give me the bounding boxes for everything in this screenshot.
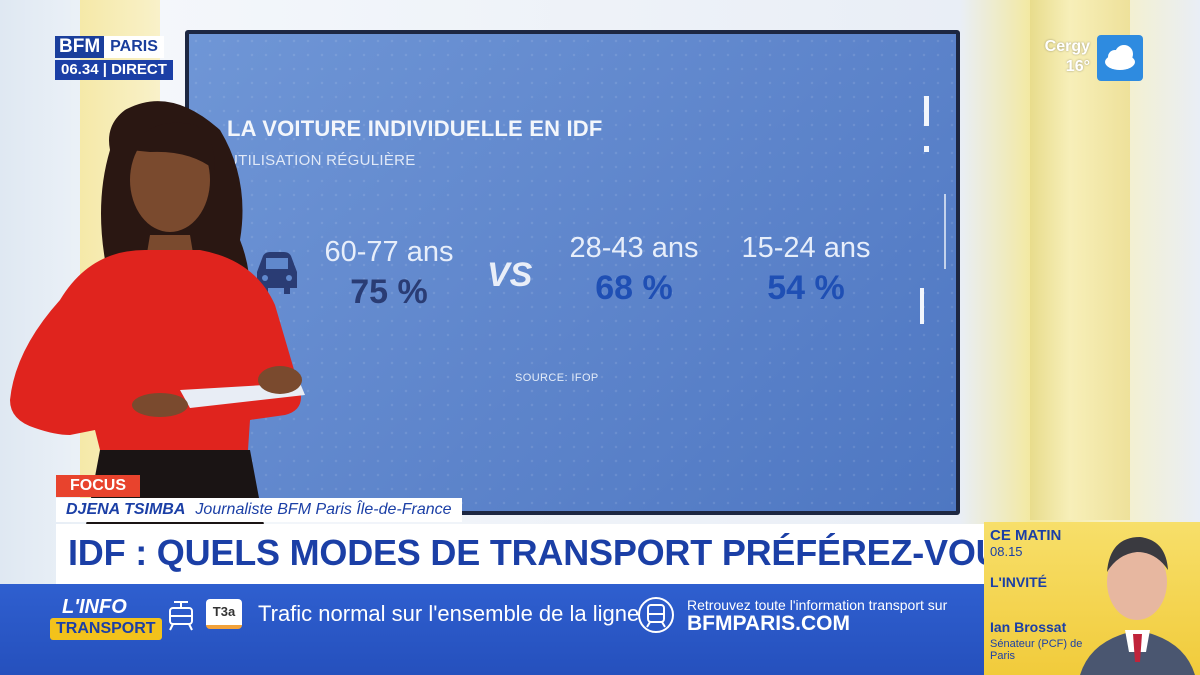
- presenter-role: Journaliste BFM Paris Île-de-France: [195, 501, 452, 518]
- presenter-name-strip: DJENA TSIMBA Journaliste BFM Paris Île-de…: [56, 498, 462, 522]
- ticker-message: Trafic normal sur l'ensemble de la ligne: [258, 601, 640, 626]
- live-label: DIRECT: [111, 61, 167, 78]
- next-show-title: CE MATIN: [990, 527, 1062, 544]
- channel-logo-region: PARIS: [104, 36, 164, 58]
- headline-bar: IDF : QUELS MODES DE TRANSPORT PRÉFÉREZ-…: [56, 524, 1057, 584]
- headline: IDF : QUELS MODES DE TRANSPORT PRÉFÉREZ-…: [68, 532, 1057, 573]
- clock-separator: |: [102, 61, 112, 78]
- stat-age-label: 15-24 ans: [741, 232, 871, 264]
- vs-label: VS: [487, 256, 533, 294]
- stat-age-label: 28-43 ans: [569, 232, 699, 264]
- stat-15-24: 15-24 ans 54 %: [726, 232, 886, 308]
- stat-28-43: 28-43 ans 68 %: [554, 232, 714, 308]
- next-show-time: 08.15: [990, 544, 1023, 559]
- channel-logo-bfm: BFM: [55, 36, 105, 58]
- studio-pillar-right: [1030, 0, 1130, 520]
- deco-bar: [924, 96, 929, 126]
- channel-logo: BFM PARIS: [55, 36, 164, 58]
- stat-percent: 54 %: [767, 269, 845, 307]
- deco-bar: [924, 146, 929, 152]
- focus-tag: FOCUS: [56, 475, 140, 497]
- screen-pattern: [189, 34, 956, 511]
- guest-photo: [1080, 537, 1195, 675]
- weather-temperature: 16°: [1065, 58, 1090, 75]
- next-show-segment: L'INVITÉ: [990, 574, 1047, 590]
- stat-percent: 75 %: [350, 273, 428, 311]
- studio-screen: LA VOITURE INDIVIDUELLE EN IDF UTILISATI…: [185, 30, 960, 515]
- info-transport-logo-bottom: TRANSPORT: [50, 618, 162, 640]
- line-badge: T3a: [206, 599, 242, 629]
- guest-name: Ian Brossat: [990, 619, 1067, 635]
- source-label: SOURCE: IFOP: [515, 372, 599, 384]
- stat-age-label: 60-77 ans: [324, 236, 454, 268]
- ticker-bar: [0, 584, 984, 675]
- promo-url: BFMPARIS.COM: [687, 612, 850, 635]
- stat-60-77: 60-77 ans 75 %: [309, 236, 469, 312]
- train-icon: [638, 597, 674, 633]
- info-transport-logo-top: L'INFO: [62, 596, 127, 618]
- live-clock: 06.34 | DIRECT: [55, 60, 173, 80]
- car-icon: [257, 252, 297, 294]
- tram-icon: [169, 601, 193, 631]
- guest-role: Sénateur (PCF) de Paris: [990, 638, 1083, 662]
- promo-text: Retrouvez toute l'information transport …: [687, 597, 948, 613]
- presenter-figure: [10, 101, 305, 530]
- cloud-icon: [1097, 35, 1143, 81]
- deco-bar: [920, 288, 924, 324]
- presenter-name: DJENA TSIMBA: [66, 501, 186, 518]
- weather-city: Cergy: [1044, 38, 1090, 55]
- stat-percent: 68 %: [595, 269, 673, 307]
- clock-time: 06.34: [61, 61, 99, 78]
- screen-title: LA VOITURE INDIVIDUELLE EN IDF: [227, 116, 603, 141]
- screen-subtitle: UTILISATION RÉGULIÈRE: [227, 152, 416, 169]
- deco-bar: [944, 194, 946, 269]
